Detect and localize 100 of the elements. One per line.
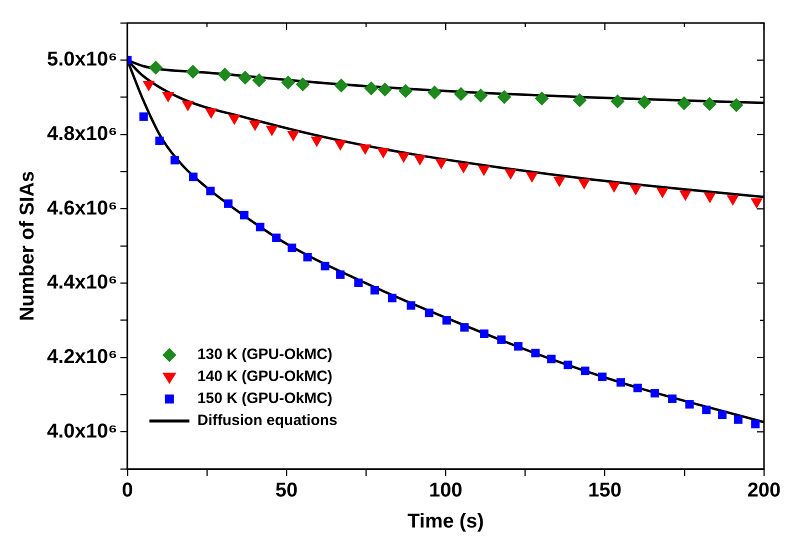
point <box>578 178 590 190</box>
point <box>435 158 448 170</box>
point <box>296 77 310 92</box>
point <box>142 80 155 92</box>
point <box>398 152 410 164</box>
point <box>734 415 742 424</box>
point <box>598 372 607 382</box>
point <box>630 184 642 196</box>
point <box>514 342 523 351</box>
point <box>256 222 264 232</box>
point <box>547 354 556 364</box>
point <box>637 95 652 110</box>
point <box>238 70 252 85</box>
x-axis-title: Time (s) <box>408 510 484 533</box>
point <box>248 120 262 132</box>
point <box>504 169 517 180</box>
point <box>218 68 232 82</box>
point <box>685 400 694 409</box>
legend-label: 140 K (GPU-OkMC) <box>197 368 332 386</box>
point <box>526 172 538 183</box>
x-tick-label: 100 <box>429 480 462 502</box>
point <box>155 136 164 146</box>
point <box>186 64 200 79</box>
legend-label: Diffusion equations <box>197 412 338 430</box>
point <box>679 190 692 201</box>
point <box>729 98 744 112</box>
point <box>406 301 416 310</box>
point <box>378 82 392 97</box>
point <box>750 198 763 209</box>
point <box>228 114 240 126</box>
point <box>170 156 180 164</box>
point <box>608 182 620 193</box>
point <box>288 244 296 252</box>
point <box>718 410 727 419</box>
point <box>751 420 760 428</box>
point <box>266 126 278 136</box>
point <box>480 329 488 338</box>
point <box>424 308 434 318</box>
point <box>189 172 198 182</box>
point <box>287 131 300 142</box>
point <box>252 73 266 88</box>
point <box>616 378 626 387</box>
point <box>377 148 390 159</box>
x-tick-label: 50 <box>275 480 298 502</box>
point <box>553 176 566 188</box>
legend-label: 150 K (GPU-OkMC) <box>197 390 332 408</box>
point <box>281 75 296 90</box>
point <box>148 60 163 75</box>
y-tick-label: 5.0x10⁶ <box>46 48 118 71</box>
x-tick-label: 0 <box>122 480 133 502</box>
point <box>474 88 488 102</box>
point <box>677 96 692 110</box>
point <box>610 94 625 108</box>
point <box>564 360 572 370</box>
point <box>364 81 378 96</box>
point <box>272 234 281 242</box>
point <box>334 78 348 92</box>
point <box>162 92 174 102</box>
point <box>388 294 396 302</box>
point <box>428 86 442 100</box>
point <box>240 210 248 220</box>
point <box>478 166 490 176</box>
point <box>457 162 470 174</box>
point <box>334 140 346 151</box>
y-tick-label: 4.4x10⁶ <box>46 272 118 294</box>
point <box>182 100 194 112</box>
point <box>336 270 345 279</box>
legend-label: 130 K (GPU-OkMC) <box>197 346 332 364</box>
point <box>702 406 711 414</box>
point <box>442 316 451 325</box>
point <box>320 262 330 270</box>
point <box>668 394 677 403</box>
x-tick-label: 200 <box>747 480 781 502</box>
point <box>572 93 587 108</box>
y-tick-label: 4.6x10⁶ <box>46 197 118 220</box>
point <box>303 252 312 262</box>
y-tick-label: 4.2x10⁶ <box>46 346 118 368</box>
point <box>702 97 717 112</box>
point <box>650 388 660 398</box>
point <box>704 192 716 204</box>
y-axis-title: Number of SIAs <box>16 170 39 322</box>
y-tick-label: 4.0x10⁶ <box>46 420 118 442</box>
point <box>534 91 549 106</box>
point <box>531 348 540 358</box>
point <box>633 384 642 392</box>
point <box>398 84 413 98</box>
point <box>370 286 379 294</box>
point <box>726 195 739 206</box>
point <box>359 144 372 155</box>
point <box>310 136 323 148</box>
point <box>460 323 469 332</box>
point <box>656 188 669 198</box>
x-tick-label: 150 <box>588 480 622 502</box>
point <box>454 86 468 101</box>
point <box>354 278 363 288</box>
point <box>497 335 506 344</box>
point <box>497 90 512 104</box>
point <box>206 186 215 196</box>
point <box>414 155 426 166</box>
point <box>580 366 590 376</box>
